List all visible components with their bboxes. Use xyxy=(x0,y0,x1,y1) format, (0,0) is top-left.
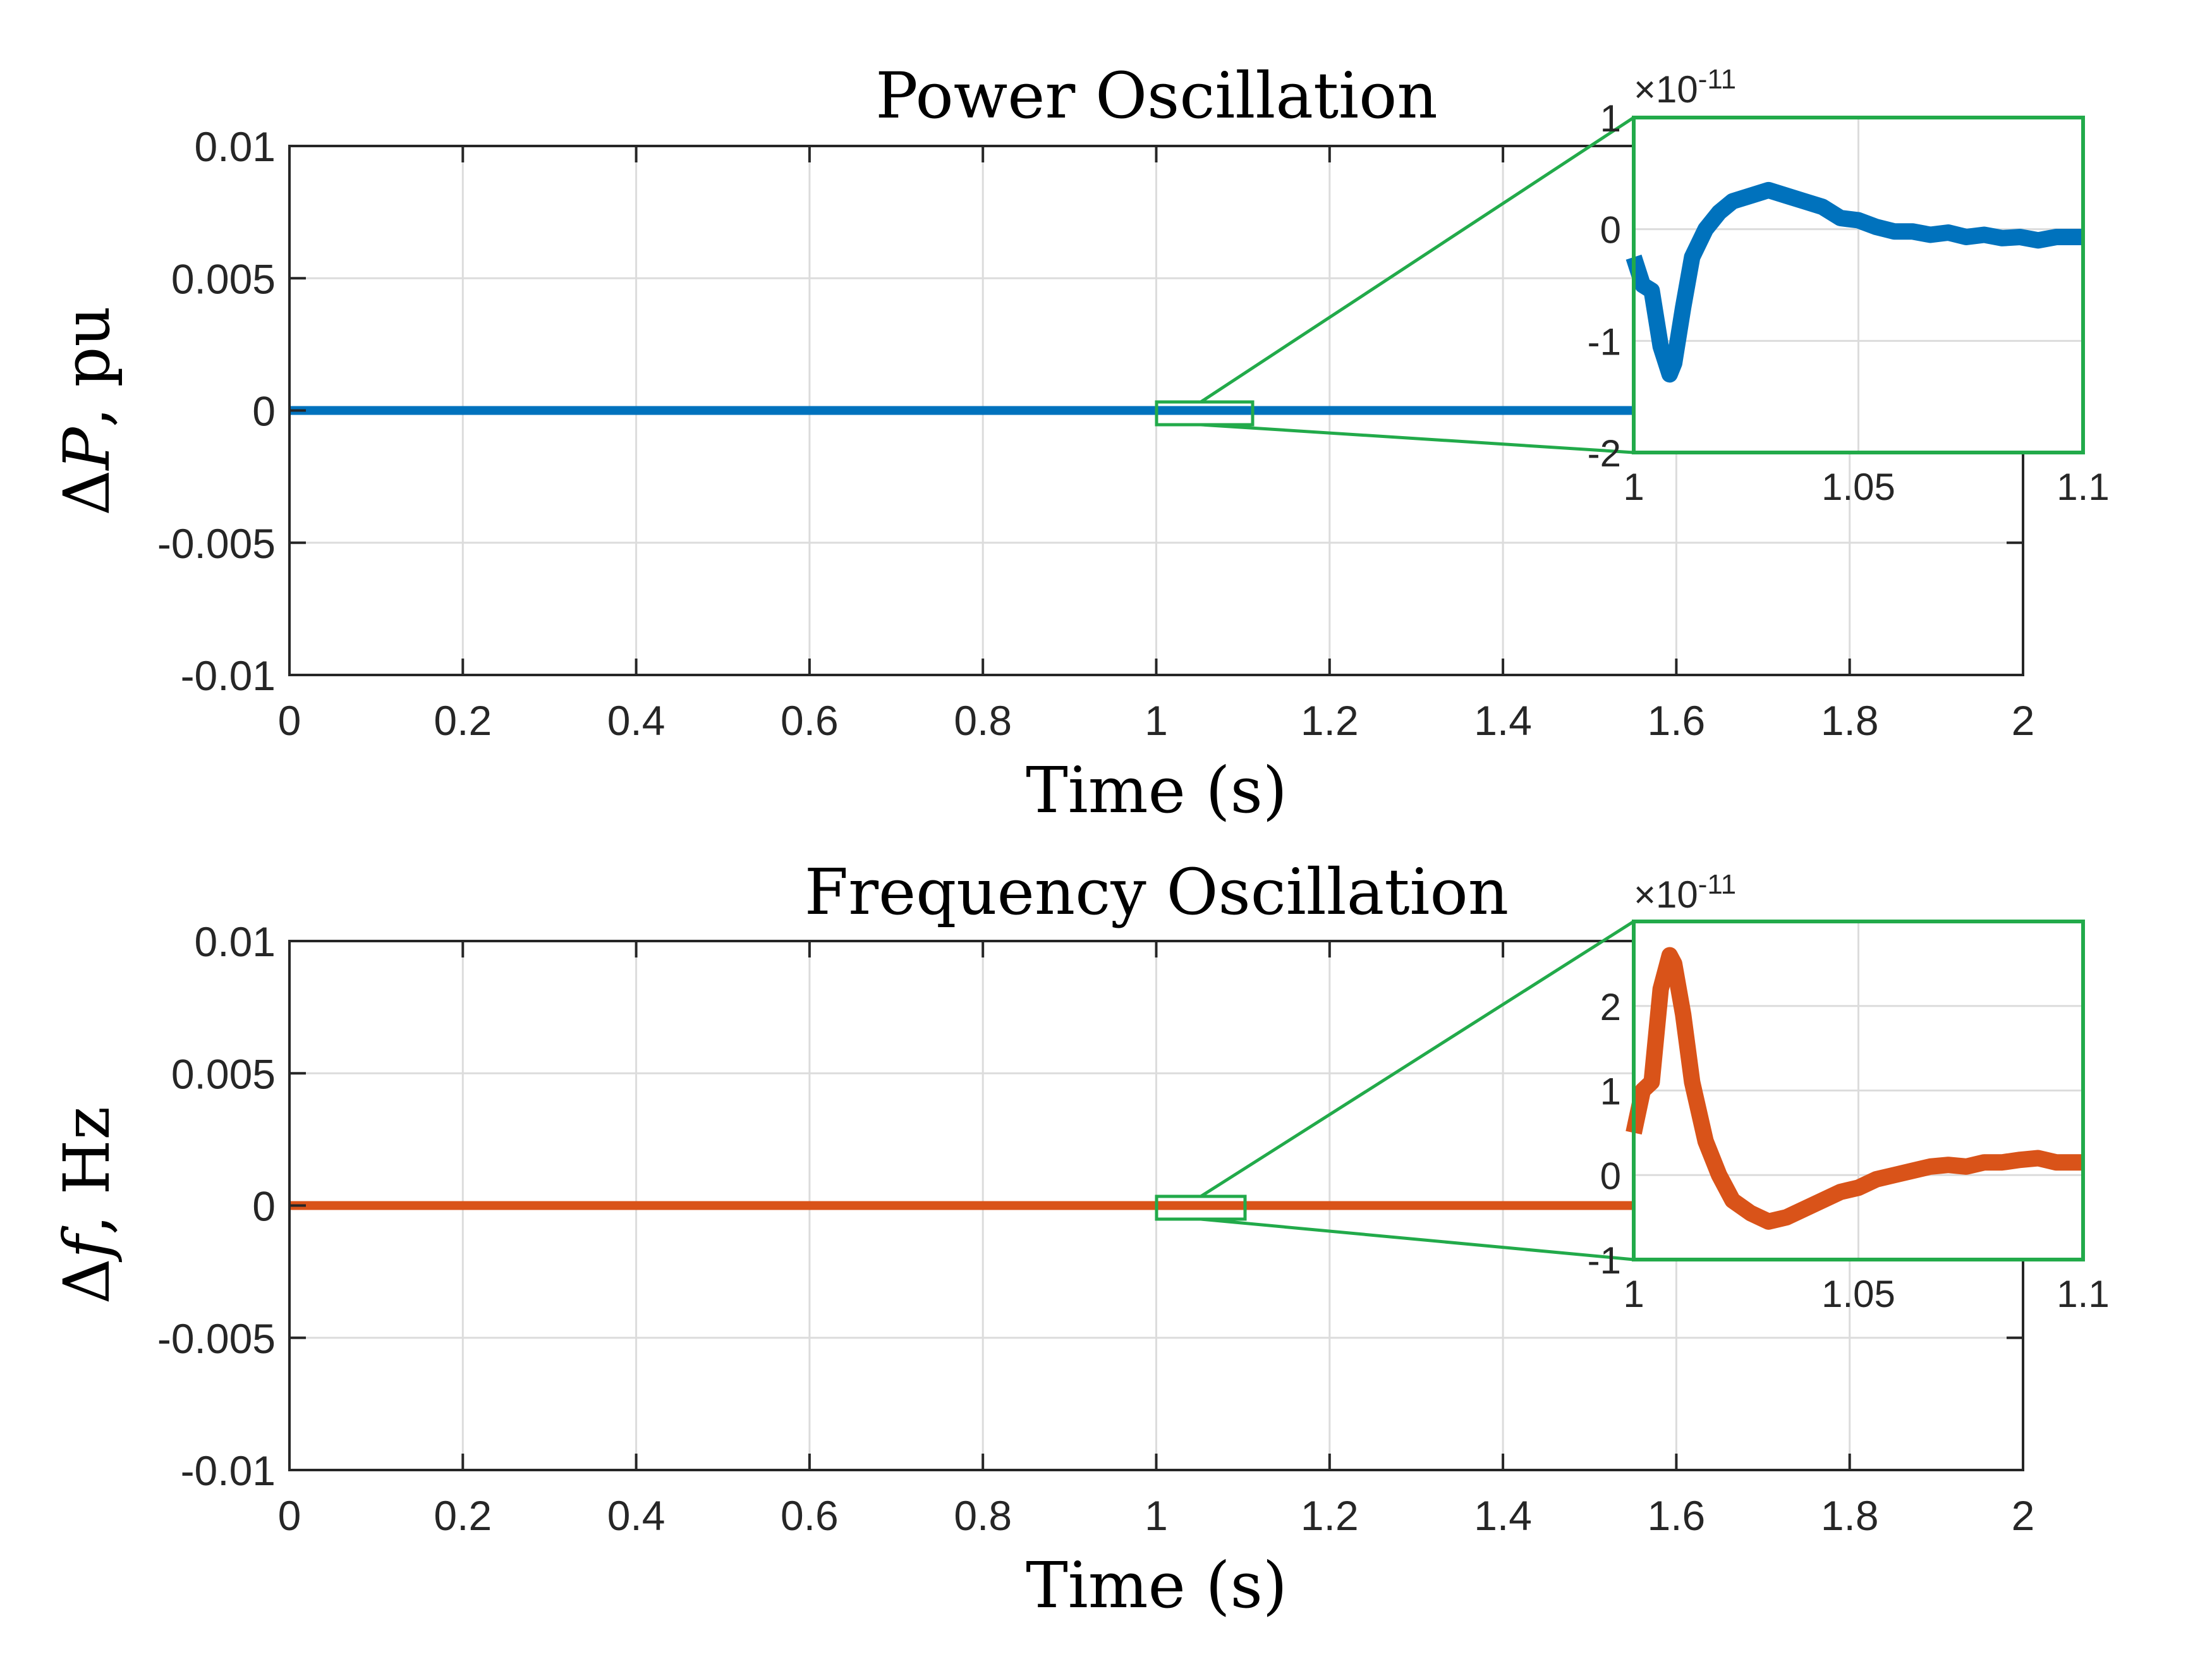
frequency-inset-y-tick-label: 2 xyxy=(1600,986,1621,1028)
frequency-x-tick-label: 1.2 xyxy=(1301,1492,1359,1539)
frequency-y-tick-label: 0.01 xyxy=(195,918,276,965)
frequency-zoom-connector-top xyxy=(1200,920,1635,1198)
frequency-inset-y-tick-label: -1 xyxy=(1588,1239,1621,1282)
frequency-inset-y-tick-label: 1 xyxy=(1600,1071,1621,1113)
frequency-y-axis-label: Δf, Hz xyxy=(50,1107,124,1304)
power-inset-y-tick-label: -2 xyxy=(1588,432,1621,475)
frequency-x-tick-label: 1.4 xyxy=(1474,1492,1532,1539)
frequency-x-tick-label: 0 xyxy=(278,1492,301,1539)
power-inset-x-tick-label: 1.05 xyxy=(1821,466,1895,508)
power-x-tick-label: 1.4 xyxy=(1474,697,1532,744)
frequency-inset-frame xyxy=(1632,920,2085,1261)
power-x-tick-label: 1.6 xyxy=(1648,697,1706,744)
power-y-axis-label: ΔP, pu xyxy=(50,306,124,516)
frequency-x-tick-label: 2 xyxy=(2012,1492,2035,1539)
frequency-inset-y-tick-label: 0 xyxy=(1600,1155,1621,1197)
power-y-ticks: 0.01 0.005 0 -0.005 -0.01 xyxy=(157,123,2023,699)
frequency-x-tick-label: 1 xyxy=(1145,1492,1168,1539)
power-inset-x-ticks: 1 1.05 1.1 xyxy=(1623,466,2109,508)
frequency-zoom-connector-bottom xyxy=(1200,1217,1634,1261)
frequency-x-tick-label: 0.6 xyxy=(781,1492,839,1539)
power-zoom-connector-bottom xyxy=(1200,423,1634,454)
frequency-inset: 1 1.05 1.1 2 1 0 -1 ×10-11 xyxy=(1588,869,2110,1315)
power-x-tick-label: 0 xyxy=(278,697,301,744)
frequency-inset-x-ticks: 1 1.05 1.1 xyxy=(1623,1273,2109,1315)
frequency-chart-title: Frequency Oscillation xyxy=(805,855,1509,929)
power-x-tick-label: 1.2 xyxy=(1301,697,1359,744)
frequency-inset-series-layer xyxy=(1626,947,2083,1230)
power-x-ticks: 0 0.2 0.4 0.6 0.8 1 1.2 1.4 1.6 1.8 2 xyxy=(278,146,2035,744)
power-inset-x-tick-label: 1 xyxy=(1623,466,1644,508)
frequency-x-tick-label: 0.4 xyxy=(607,1492,665,1539)
power-inset-series-layer xyxy=(1626,181,2083,383)
power-oscillation-panel: 0 0.2 0.4 0.6 0.8 1 1.2 1.4 1.6 1.8 2 0.010.0050-0… xyxy=(50,59,2110,827)
power-inset-series-line xyxy=(1626,181,2083,383)
power-x-tick-label: 0.8 xyxy=(954,697,1012,744)
frequency-inset-exponent: ×10-11 xyxy=(1634,869,1736,916)
frequency-inset-x-tick-label: 1.05 xyxy=(1821,1273,1895,1315)
power-inset-frame xyxy=(1632,116,2085,454)
power-x-tick-label: 0.4 xyxy=(607,697,665,744)
frequency-x-tick-label: 1.8 xyxy=(1821,1492,1879,1539)
frequency-x-tick-label: 0.8 xyxy=(954,1492,1012,1539)
power-inset: 1 1.05 1.1 1 0 -1 -2 ×10-11 xyxy=(1588,64,2110,508)
frequency-inset-y-ticks: 2 1 0 -1 xyxy=(1588,986,1621,1282)
frequency-y-tick-label: -0.01 xyxy=(181,1447,276,1494)
frequency-y-tick-label: -0.005 xyxy=(157,1315,276,1362)
power-y-tick-label: -0.01 xyxy=(181,652,276,699)
power-inset-x-tick-label: 1.1 xyxy=(2057,466,2109,508)
power-y-tick-label: 0 xyxy=(252,388,276,435)
frequency-x-tick-label: 0.2 xyxy=(434,1492,492,1539)
power-zoom-connector-top xyxy=(1200,116,1635,404)
frequency-x-axis-label: Time (s) xyxy=(1026,1548,1287,1622)
frequency-inset-series-line xyxy=(1626,947,2083,1230)
power-inset-y-tick-label: 0 xyxy=(1600,209,1621,252)
frequency-x-ticks: 0 0.2 0.4 0.6 0.8 1 1.2 1.4 1.6 1.8 2 xyxy=(278,941,2035,1539)
power-x-tick-label: 2 xyxy=(2012,697,2035,744)
frequency-y-ticks: 0.01 0.005 0 -0.005 -0.01 xyxy=(157,918,2023,1494)
frequency-inset-x-tick-label: 1.1 xyxy=(2057,1273,2109,1315)
frequency-inset-x-tick-label: 1 xyxy=(1623,1273,1644,1315)
power-inset-exponent: ×10-11 xyxy=(1634,64,1736,111)
frequency-x-tick-label: 1.6 xyxy=(1648,1492,1706,1539)
power-inset-y-tick-label: -1 xyxy=(1588,320,1621,363)
power-y-tick-label: 0.01 xyxy=(195,123,276,170)
power-x-tick-label: 1.8 xyxy=(1821,697,1879,744)
power-x-axis-label: Time (s) xyxy=(1026,753,1287,827)
frequency-y-tick-label: 0 xyxy=(252,1183,276,1230)
frequency-oscillation-panel: 0 0.2 0.4 0.6 0.8 1 1.2 1.4 1.6 1.8 2 0.010.0050-0… xyxy=(50,855,2110,1622)
frequency-inset-grid xyxy=(1634,921,2083,1260)
power-x-tick-label: 0.2 xyxy=(434,697,492,744)
frequency-y-tick-label: 0.005 xyxy=(171,1050,276,1097)
power-y-tick-label: 0.005 xyxy=(171,255,276,302)
power-x-tick-label: 1 xyxy=(1145,697,1168,744)
power-chart-title: Power Oscillation xyxy=(875,59,1437,133)
power-x-tick-label: 0.6 xyxy=(781,697,839,744)
power-inset-y-ticks: 1 0 -1 -2 xyxy=(1588,97,1621,475)
power-y-tick-label: -0.005 xyxy=(157,520,276,567)
power-inset-y-tick-label: 1 xyxy=(1600,97,1621,140)
